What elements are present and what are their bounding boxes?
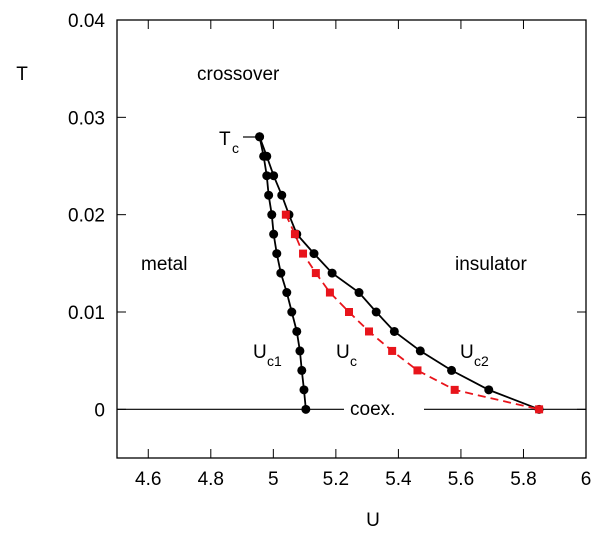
marker <box>344 308 353 316</box>
marker <box>389 326 399 336</box>
marker <box>447 365 457 375</box>
label-bg <box>344 396 424 420</box>
marker <box>311 269 320 278</box>
annotation: U <box>460 342 474 363</box>
series-line <box>285 214 540 411</box>
marker <box>297 365 307 375</box>
tc-label: T c <box>219 129 256 156</box>
annotation-sub: c1 <box>267 353 282 369</box>
annotation: U <box>336 342 350 363</box>
marker <box>269 171 279 181</box>
marker <box>535 405 544 414</box>
x-tick-label: 5.2 <box>323 469 349 490</box>
plot-frame <box>116 19 587 459</box>
annotation: crossover <box>197 64 280 85</box>
marker <box>281 210 290 219</box>
x-tick-label: 5 <box>268 469 279 490</box>
marker <box>325 288 334 297</box>
y-tick-label: 0.04 <box>68 11 105 32</box>
marker <box>309 249 319 259</box>
annotation-sub: c <box>350 353 357 369</box>
marker <box>267 210 277 220</box>
marker <box>415 346 425 356</box>
marker <box>262 171 272 181</box>
marker <box>269 229 279 239</box>
y-tick-label: 0.02 <box>68 206 105 227</box>
marker <box>276 268 286 278</box>
annotation-sub: c2 <box>474 353 489 369</box>
y-tick-label: 0.01 <box>68 303 105 324</box>
marker <box>365 327 374 336</box>
annotation: coex. <box>350 399 395 420</box>
plot-area: 0 0.01 0.02 0.03 0.04 4.6 4.8 5 5.2 5.4 5.6 5.8 6 <box>68 11 591 490</box>
x-tick-label: 5.6 <box>448 469 474 490</box>
marker <box>299 249 308 258</box>
marker <box>388 346 397 355</box>
marker <box>354 288 364 298</box>
y-tick-label: 0 <box>94 400 105 421</box>
x-axis-label: U <box>366 510 380 529</box>
annotation: insulator <box>455 254 527 275</box>
marker <box>413 366 422 375</box>
marker <box>287 307 297 317</box>
annotation: metal <box>141 254 187 275</box>
marker <box>262 151 272 161</box>
marker <box>371 307 381 317</box>
marker <box>272 249 282 259</box>
annotation: T <box>219 129 231 150</box>
x-tick-label: 5.4 <box>385 469 412 490</box>
marker <box>255 132 265 142</box>
annotation: U <box>253 342 267 363</box>
marker <box>450 385 459 394</box>
marker <box>292 326 302 336</box>
x-tick-label: 4.6 <box>135 469 161 490</box>
annotation-sub: c <box>232 140 239 156</box>
x-tick-label: 5.8 <box>510 469 536 490</box>
marker <box>282 288 292 298</box>
y-axis-label: T <box>16 64 28 85</box>
marker <box>484 385 494 395</box>
marker <box>299 385 309 395</box>
x-tick-label: 6 <box>581 469 592 490</box>
x-tick-label: 4.8 <box>198 469 224 490</box>
marker <box>327 268 337 278</box>
y-tick-label: 0.03 <box>68 108 105 129</box>
marker <box>277 190 287 200</box>
marker <box>295 346 305 356</box>
marker <box>301 404 311 414</box>
marker <box>290 230 299 239</box>
marker <box>264 190 274 200</box>
